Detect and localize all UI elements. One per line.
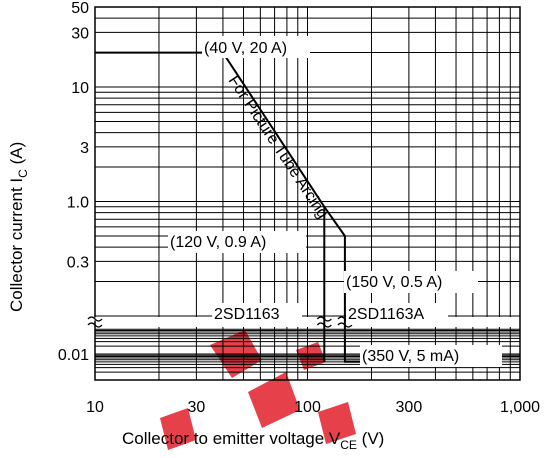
- y-tick-label: 10: [71, 80, 89, 97]
- x-tick-labels: 10 30 100 300 1,000: [86, 399, 540, 416]
- x-axis-label: Collector to emitter voltage VCE (V): [122, 429, 384, 452]
- annotation-40v-20a: (40 V, 20 A): [204, 40, 287, 57]
- y-axis-label: Collector current IC (A): [7, 142, 30, 312]
- x-tick-label: 1,000: [500, 399, 540, 416]
- annotation-150v-0p5a: (150 V, 0.5 A): [346, 274, 442, 291]
- x-tick-label: 100: [294, 399, 321, 416]
- annotation-350v-5ma: (350 V, 5 mA): [362, 348, 459, 365]
- y-tick-label: 30: [71, 25, 89, 42]
- annotation-120v-0p9a: (120 V, 0.9 A): [170, 234, 266, 251]
- y-tick-label: 1.0: [67, 195, 89, 212]
- y-tick-label: 0.01: [58, 347, 89, 364]
- x-tick-label: 300: [396, 399, 423, 416]
- watermark-mark-2: [248, 372, 300, 428]
- watermark-mark-4: [160, 408, 196, 450]
- plot-border: [94, 6, 521, 381]
- y-tick-label: 50: [71, 0, 89, 17]
- label-2SD1163A: 2SD1163A: [348, 306, 425, 323]
- watermark-mark-5: [318, 402, 356, 444]
- y-tick-label: 0.3: [67, 254, 89, 271]
- y-tick-label: 3: [80, 140, 89, 157]
- y-tick-labels: 50 30 10 3 1.0 0.3 0.01: [58, 0, 89, 364]
- label-2SD1163: 2SD1163: [214, 306, 280, 323]
- x-tick-label: 10: [86, 399, 104, 416]
- watermark-mark-3: [296, 342, 326, 370]
- safe-operating-area-curve: [95, 51, 424, 363]
- break-mark: [87, 316, 103, 328]
- x-tick-label: 30: [187, 399, 205, 416]
